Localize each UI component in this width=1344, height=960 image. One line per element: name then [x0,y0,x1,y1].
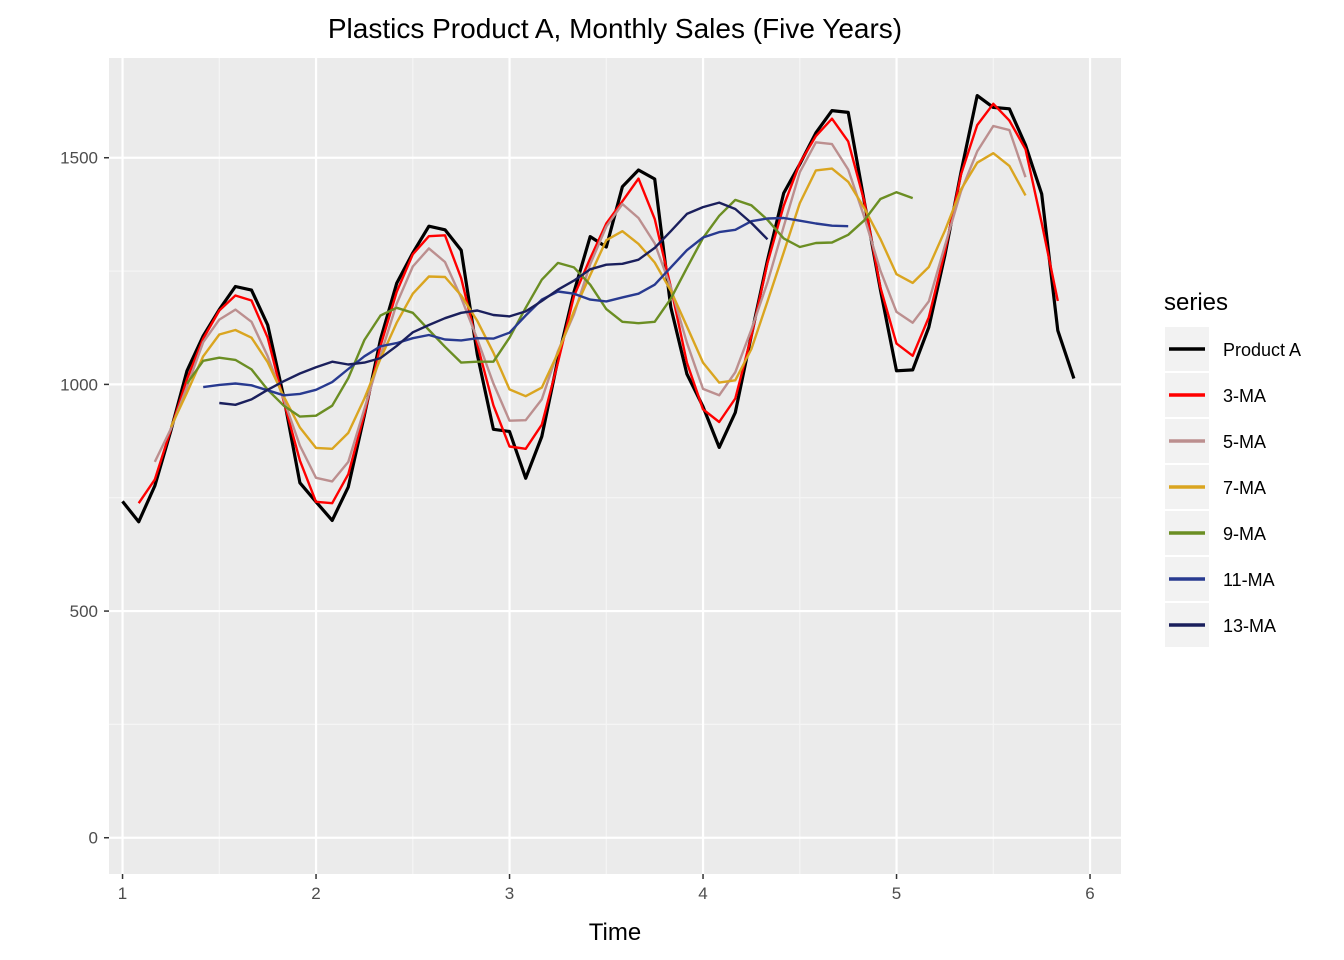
legend-label-11-ma: 11-MA [1223,570,1275,590]
x-tick-label: 4 [698,884,707,903]
chart-title: Plastics Product A, Monthly Sales (Five … [328,13,902,44]
plot-panel [109,58,1121,874]
series-line-11-ma [203,216,849,397]
legend-label-9-ma: 9-MA [1223,524,1266,544]
series-line-3-ma [137,102,1059,505]
x-axis-title: Time [589,919,641,946]
series-line-5-ma [153,124,1027,483]
x-tick-label: 1 [118,884,127,903]
legend-label-3-ma: 3-MA [1223,386,1266,406]
legend-label-13-ma: 13-MA [1223,616,1276,636]
x-tick-label: 2 [311,884,320,903]
series-layer [121,93,1076,524]
x-tick-label: 5 [892,884,901,903]
legend-label-product-a: Product A [1223,340,1301,360]
series-line-7-ma [169,151,1027,450]
y-tick-label: 0 [89,829,98,848]
legend: series Product A 3-MA 5-MA 7-MA 9-MA 11-MA 13-… [1164,289,1301,647]
legend-label-7-ma: 7-MA [1223,478,1266,498]
x-tick-label: 6 [1085,884,1094,903]
y-tick-label: 500 [70,602,98,621]
axes: 1 2 3 4 5 6 0 500 1000 1500 [60,149,1095,903]
x-tick-label: 3 [505,884,514,903]
legend-title: series [1164,289,1228,316]
y-tick-label: 1500 [60,149,98,168]
legend-label-5-ma: 5-MA [1223,432,1266,452]
series-line-13-ma [219,201,769,406]
series-line-9-ma [186,190,914,418]
y-tick-label: 1000 [60,375,98,394]
grid [109,58,1121,874]
